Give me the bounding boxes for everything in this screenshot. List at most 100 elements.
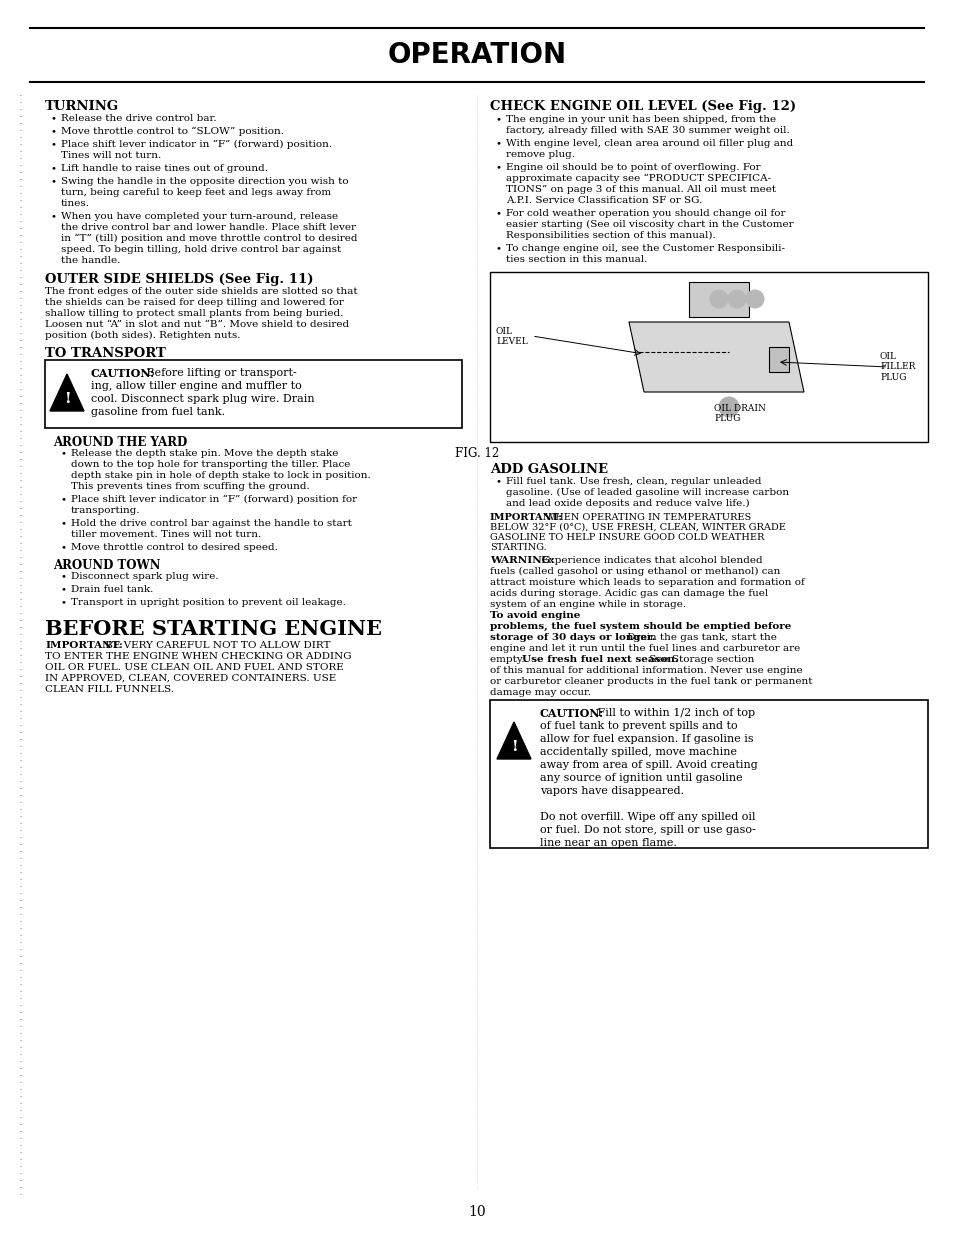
Text: or fuel. Do not store, spill or use gaso-: or fuel. Do not store, spill or use gaso… — [539, 825, 755, 835]
Text: Fill to within 1/2 inch of top: Fill to within 1/2 inch of top — [594, 708, 755, 718]
Text: •: • — [61, 450, 67, 458]
Circle shape — [745, 290, 763, 308]
Text: TO ENTER THE ENGINE WHEN CHECKING OR ADDING: TO ENTER THE ENGINE WHEN CHECKING OR ADD… — [45, 652, 352, 661]
Text: the shields can be raised for deep tilling and lowered for: the shields can be raised for deep tilli… — [45, 298, 343, 308]
Text: position (both sides). Retighten nuts.: position (both sides). Retighten nuts. — [45, 331, 240, 340]
Text: See Storage section: See Storage section — [645, 655, 754, 664]
Text: Before lifting or transport-: Before lifting or transport- — [143, 368, 296, 378]
Text: the handle.: the handle. — [61, 256, 120, 266]
Text: accidentally spilled, move machine: accidentally spilled, move machine — [539, 747, 737, 757]
Polygon shape — [628, 322, 803, 391]
Text: ties section in this manual.: ties section in this manual. — [505, 254, 647, 264]
Text: •: • — [496, 163, 501, 172]
Text: Release the depth stake pin. Move the depth stake: Release the depth stake pin. Move the de… — [71, 450, 338, 458]
Text: TURNING: TURNING — [45, 100, 119, 112]
Text: Lift handle to raise tines out of ground.: Lift handle to raise tines out of ground… — [61, 164, 268, 173]
Text: gasoline from fuel tank.: gasoline from fuel tank. — [91, 408, 225, 417]
Text: empty.: empty. — [490, 655, 527, 664]
Text: Responsibilities section of this manual).: Responsibilities section of this manual)… — [505, 231, 715, 240]
FancyBboxPatch shape — [45, 359, 461, 429]
Text: Tines will not turn.: Tines will not turn. — [61, 151, 161, 161]
Text: TIONS” on page 3 of this manual. All oil must meet: TIONS” on page 3 of this manual. All oil… — [505, 185, 776, 194]
Text: •: • — [51, 164, 57, 173]
Text: •: • — [496, 115, 501, 124]
Text: Disconnect spark plug wire.: Disconnect spark plug wire. — [71, 572, 218, 580]
Text: OIL OR FUEL. USE CLEAN OIL AND FUEL AND STORE: OIL OR FUEL. USE CLEAN OIL AND FUEL AND … — [45, 663, 343, 672]
Text: •: • — [51, 127, 57, 136]
Text: Use fresh fuel next season.: Use fresh fuel next season. — [521, 655, 678, 664]
Text: With engine level, clean area around oil filler plug and: With engine level, clean area around oil… — [505, 140, 792, 148]
Text: ADD GASOLINE: ADD GASOLINE — [490, 463, 607, 475]
FancyBboxPatch shape — [768, 347, 788, 372]
Text: damage may occur.: damage may occur. — [490, 688, 591, 697]
Text: AROUND THE YARD: AROUND THE YARD — [53, 436, 187, 450]
Text: any source of ignition until gasoline: any source of ignition until gasoline — [539, 773, 741, 783]
Text: WHEN OPERATING IN TEMPERATURES: WHEN OPERATING IN TEMPERATURES — [541, 513, 750, 522]
Text: •: • — [51, 114, 57, 124]
Text: Loosen nut “A” in slot and nut “B”. Move shield to desired: Loosen nut “A” in slot and nut “B”. Move… — [45, 320, 349, 329]
Text: of fuel tank to prevent spills and to: of fuel tank to prevent spills and to — [539, 721, 737, 731]
FancyBboxPatch shape — [490, 700, 927, 848]
Text: allow for fuel expansion. If gasoline is: allow for fuel expansion. If gasoline is — [539, 734, 753, 743]
Polygon shape — [50, 374, 84, 411]
Text: A.P.I. Service Classification SF or SG.: A.P.I. Service Classification SF or SG. — [505, 196, 701, 205]
Text: •: • — [61, 495, 67, 504]
Text: 10: 10 — [468, 1205, 485, 1219]
Text: cool. Disconnect spark plug wire. Drain: cool. Disconnect spark plug wire. Drain — [91, 394, 314, 404]
Text: Place shift lever indicator in “F” (forward) position for: Place shift lever indicator in “F” (forw… — [71, 495, 356, 504]
Text: approximate capacity see “PRODUCT SPECIFICA-: approximate capacity see “PRODUCT SPECIF… — [505, 174, 770, 183]
Text: To change engine oil, see the Customer Responsibili-: To change engine oil, see the Customer R… — [505, 245, 784, 253]
Text: tines.: tines. — [61, 199, 90, 207]
Text: gasoline. (Use of leaded gasoline will increase carbon: gasoline. (Use of leaded gasoline will i… — [505, 488, 788, 498]
Text: OIL DRAIN
PLUG: OIL DRAIN PLUG — [713, 404, 765, 424]
Text: •: • — [496, 209, 501, 219]
Text: STARTING.: STARTING. — [490, 543, 546, 552]
Text: Release the drive control bar.: Release the drive control bar. — [61, 114, 216, 124]
Text: Engine oil should be to point of overflowing. For: Engine oil should be to point of overflo… — [505, 163, 760, 172]
Text: OUTER SIDE SHIELDS (See Fig. 11): OUTER SIDE SHIELDS (See Fig. 11) — [45, 273, 314, 287]
Text: CAUTION:: CAUTION: — [539, 708, 603, 719]
Text: BE VERY CAREFUL NOT TO ALLOW DIRT: BE VERY CAREFUL NOT TO ALLOW DIRT — [102, 641, 330, 650]
Text: attract moisture which leads to separation and formation of: attract moisture which leads to separati… — [490, 578, 804, 587]
Text: the drive control bar and lower handle. Place shift lever: the drive control bar and lower handle. … — [61, 224, 355, 232]
Text: •: • — [496, 477, 501, 487]
Text: easier starting (See oil viscosity chart in the Customer: easier starting (See oil viscosity chart… — [505, 220, 793, 230]
Text: problems, the fuel system should be emptied before: problems, the fuel system should be empt… — [490, 622, 791, 631]
Text: •: • — [61, 598, 67, 606]
Text: Drain the gas tank, start the: Drain the gas tank, start the — [623, 634, 776, 642]
Text: remove plug.: remove plug. — [505, 149, 575, 159]
Text: For cold weather operation you should change oil for: For cold weather operation you should ch… — [505, 209, 784, 219]
Text: CAUTION:: CAUTION: — [91, 368, 155, 379]
Text: in “T” (till) position and move throttle control to desired: in “T” (till) position and move throttle… — [61, 233, 357, 243]
Polygon shape — [497, 722, 531, 760]
Text: •: • — [61, 519, 67, 529]
Text: Place shift lever indicator in “F” (forward) position.: Place shift lever indicator in “F” (forw… — [61, 140, 332, 149]
Text: fuels (called gasohol or using ethanol or methanol) can: fuels (called gasohol or using ethanol o… — [490, 567, 780, 576]
Text: speed. To begin tilling, hold drive control bar against: speed. To begin tilling, hold drive cont… — [61, 245, 341, 254]
Text: engine and let it run until the fuel lines and carburetor are: engine and let it run until the fuel lin… — [490, 643, 800, 653]
Text: FIG. 12: FIG. 12 — [455, 447, 498, 459]
Text: •: • — [51, 177, 57, 186]
Text: Fill fuel tank. Use fresh, clean, regular unleaded: Fill fuel tank. Use fresh, clean, regula… — [505, 477, 760, 487]
Text: system of an engine while in storage.: system of an engine while in storage. — [490, 600, 689, 609]
Text: !: ! — [64, 391, 71, 406]
Text: •: • — [496, 140, 501, 148]
Text: !: ! — [510, 740, 517, 755]
Text: acids during storage. Acidic gas can damage the fuel: acids during storage. Acidic gas can dam… — [490, 589, 767, 598]
Text: To avoid engine: To avoid engine — [490, 611, 579, 620]
Text: Swing the handle in the opposite direction you wish to: Swing the handle in the opposite directi… — [61, 177, 348, 186]
Text: •: • — [61, 543, 67, 552]
Text: of this manual for additional information. Never use engine: of this manual for additional informatio… — [490, 666, 801, 676]
Text: •: • — [51, 212, 57, 221]
Text: Drain fuel tank.: Drain fuel tank. — [71, 585, 153, 594]
Text: IN APPROVED, CLEAN, COVERED CONTAINERS. USE: IN APPROVED, CLEAN, COVERED CONTAINERS. … — [45, 674, 335, 683]
Text: CLEAN FILL FUNNELS.: CLEAN FILL FUNNELS. — [45, 685, 173, 694]
Text: •: • — [496, 245, 501, 253]
Text: vapors have disappeared.: vapors have disappeared. — [539, 785, 683, 797]
Text: Move throttle control to “SLOW” position.: Move throttle control to “SLOW” position… — [61, 127, 284, 136]
Text: and lead oxide deposits and reduce valve life.): and lead oxide deposits and reduce valve… — [505, 499, 749, 508]
Text: shallow tilling to protect small plants from being buried.: shallow tilling to protect small plants … — [45, 309, 343, 317]
Text: Move throttle control to desired speed.: Move throttle control to desired speed. — [71, 543, 277, 552]
Text: IMPORTANT:: IMPORTANT: — [490, 513, 562, 522]
Text: Hold the drive control bar against the handle to start: Hold the drive control bar against the h… — [71, 519, 352, 529]
